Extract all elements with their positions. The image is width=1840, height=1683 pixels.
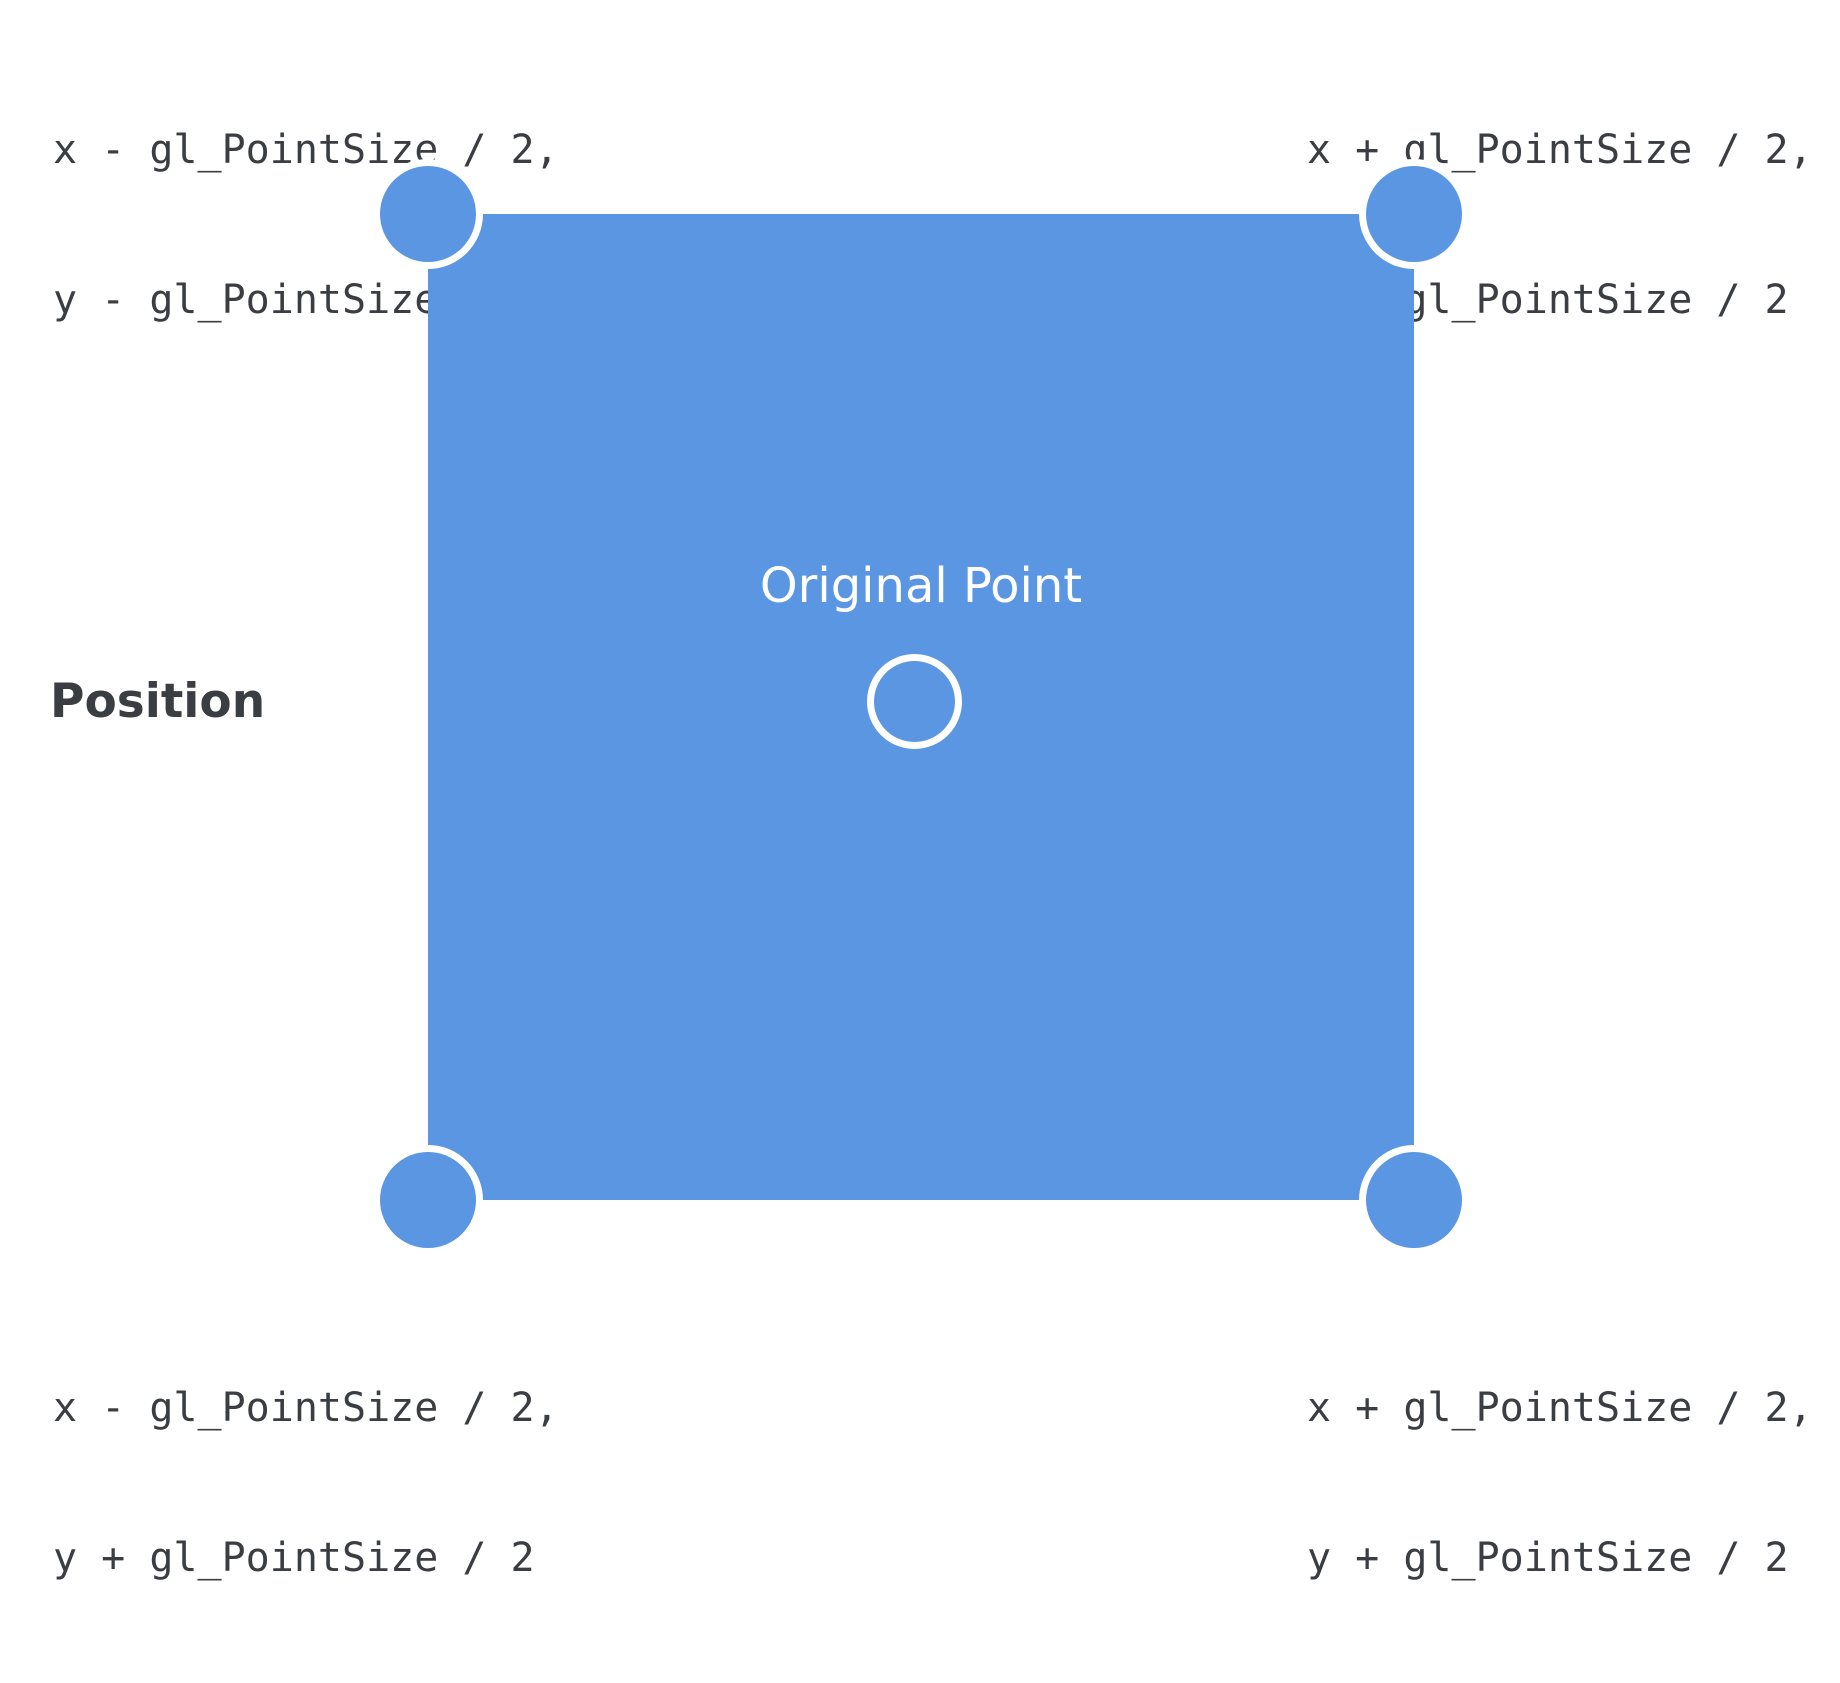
- top-left-x-expression: x - gl_PointSize / 2,: [53, 127, 559, 173]
- bottom-left-coordinate-label: x - gl_PointSize / 2, y + gl_PointSize /…: [53, 1283, 559, 1683]
- bottom-left-y-expression: y + gl_PointSize / 2: [53, 1535, 535, 1581]
- original-point-label: Original Point: [759, 558, 1083, 614]
- bottom-left-corner-dot: [380, 1152, 476, 1248]
- bottom-left-x-expression: x - gl_PointSize / 2,: [53, 1385, 559, 1431]
- original-point-marker: [867, 654, 962, 749]
- top-left-corner-dot: [380, 166, 476, 262]
- position-label: Position: [50, 674, 266, 729]
- bottom-right-x-expression: x + gl_PointSize / 2,: [1307, 1385, 1813, 1431]
- top-right-corner-dot: [1366, 166, 1462, 262]
- diagram-canvas: x - gl_PointSize / 2, y - gl_PointSize /…: [50, 25, 1813, 1581]
- bottom-right-coordinate-label: x + gl_PointSize / 2, y + gl_PointSize /…: [1307, 1283, 1813, 1683]
- bottom-right-corner-dot: [1366, 1152, 1462, 1248]
- top-right-x-expression: x + gl_PointSize / 2,: [1307, 127, 1813, 173]
- top-left-coordinate-label: x - gl_PointSize / 2, y - gl_PointSize /…: [53, 25, 559, 425]
- bottom-right-y-expression: y + gl_PointSize / 2: [1307, 1535, 1789, 1581]
